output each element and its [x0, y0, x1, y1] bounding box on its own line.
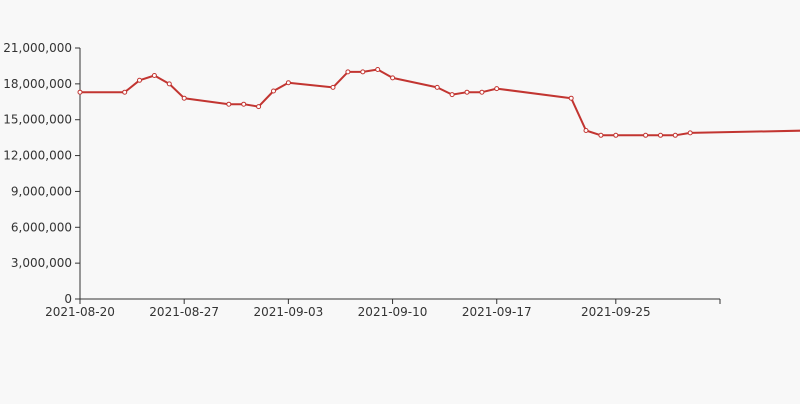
y-tick-label: 3,000,000 — [11, 256, 72, 270]
data-point[interactable] — [390, 75, 396, 81]
x-tick-label: 2021-08-20 — [45, 305, 115, 319]
data-point[interactable] — [181, 95, 187, 101]
data-point[interactable] — [345, 69, 351, 75]
data-point[interactable] — [658, 132, 663, 138]
series-layer — [77, 67, 800, 138]
data-point[interactable] — [687, 130, 693, 136]
x-axis: 2021-08-20 2021-08-27 2021-09-03 2021-09-10… — [45, 298, 721, 319]
data-point[interactable] — [613, 132, 619, 138]
data-point[interactable] — [166, 81, 172, 87]
data-point[interactable] — [285, 80, 291, 86]
data-point[interactable] — [583, 128, 589, 133]
data-point[interactable] — [151, 73, 157, 78]
x-tick-label: 2021-09-17 — [462, 305, 532, 319]
data-point[interactable] — [271, 88, 276, 94]
y-tick-label: 12,000,000 — [3, 149, 72, 163]
data-point[interactable] — [122, 89, 128, 95]
y-tick-label: 6,000,000 — [11, 220, 72, 234]
data-point[interactable] — [672, 132, 678, 138]
y-tick-label: 21,000,000 — [3, 41, 72, 55]
data-point[interactable] — [330, 84, 336, 90]
y-tick-label: 0 — [64, 292, 72, 306]
y-tick-label: 15,000,000 — [3, 113, 72, 127]
y-tick-label: 9,000,000 — [11, 184, 72, 198]
data-point[interactable] — [464, 89, 470, 95]
y-axis: 0 3,000,000 6,000,000 9,000,000 12,000,000 15… — [3, 41, 81, 306]
data-point[interactable] — [137, 77, 142, 83]
x-tick-label: 2021-09-10 — [358, 305, 428, 319]
y-tick-label: 18,000,000 — [3, 77, 72, 91]
data-point[interactable] — [256, 104, 262, 110]
data-point[interactable] — [568, 95, 574, 101]
data-point[interactable] — [494, 86, 500, 92]
data-point[interactable] — [375, 67, 381, 72]
data-point[interactable] — [643, 132, 649, 138]
x-tick-label: 2021-09-25 — [581, 305, 651, 319]
data-point[interactable] — [479, 89, 485, 95]
data-point[interactable] — [77, 89, 83, 95]
series-line — [79, 68, 800, 137]
data-point[interactable] — [360, 69, 366, 75]
data-point[interactable] — [226, 101, 232, 107]
data-point[interactable] — [598, 132, 604, 138]
data-point[interactable] — [449, 92, 455, 98]
data-point[interactable] — [241, 101, 247, 107]
x-tick-label: 2021-08-27 — [149, 305, 219, 319]
data-point[interactable] — [434, 84, 440, 90]
x-tick-label: 2021-09-03 — [253, 305, 323, 319]
